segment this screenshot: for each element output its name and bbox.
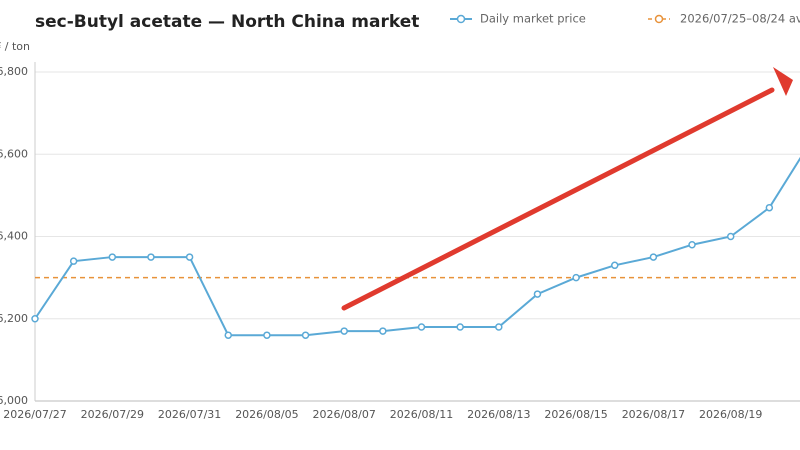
x-tick-label: 2026/08/19 [699,408,762,421]
data-point [533,290,542,298]
x-tick-label: 2026/08/15 [544,408,607,421]
trend-arrow [341,87,775,311]
x-tick-label: 2026/08/07 [312,408,375,421]
data-point [611,261,619,270]
chart-title: sec-Butyl acetate — North China market [35,12,419,32]
x-tick-label: 2026/07/31 [158,408,221,421]
data-point [69,257,78,265]
data-point [379,327,387,335]
y-tick-label: 6,200 [0,312,28,325]
data-point [495,323,503,331]
data-point [688,240,696,249]
y-tick-label: 6,000 [0,394,28,407]
legend-label: Daily market price [480,12,586,26]
data-point [147,253,155,261]
legend-label: 2026/07/25–08/24 avg [680,12,800,26]
data-point [185,253,194,261]
data-point [417,323,426,331]
data-point [572,273,580,282]
data-point [456,323,464,331]
legend-swatch [456,14,466,24]
data-point [765,203,774,212]
data-point [224,331,232,339]
y-tick-label: 6,400 [0,230,28,243]
data-point [301,331,310,339]
x-tick-label: 2026/08/05 [235,408,298,421]
legend: Daily market price 2026/07/25–08/24 avg [450,12,800,26]
x-tick-label: 2026/08/13 [467,408,530,421]
y-tick-label: 6,800 [0,65,28,78]
y-axis-label: ¥ / ton [0,40,30,53]
data-point [263,331,271,339]
trend-arrow-head [773,67,793,96]
legend-swatch [654,14,664,24]
x-tick-label: 2026/07/29 [81,408,144,421]
data-point [108,253,117,261]
x-tick-label: 2026/07/27 [3,408,66,421]
x-tick-label: 2026/08/11 [390,408,453,421]
data-point [31,315,39,323]
data-point [649,253,658,261]
x-tick-label: 2026/08/17 [622,408,685,421]
data-point [726,232,735,241]
y-tick-label: 6,600 [0,147,28,160]
series-line [34,156,800,337]
data-point [340,327,348,335]
